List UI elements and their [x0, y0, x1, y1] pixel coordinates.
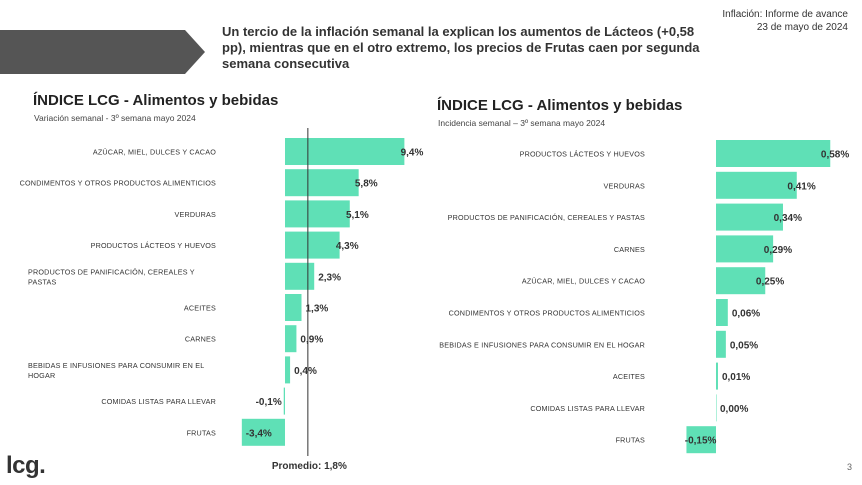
chart-left-subtitle: Variación semanal - 3º semana mayo 2024	[34, 113, 196, 123]
chart-left-value-label: -3,4%	[246, 428, 272, 439]
chart-left-value-label: 4,3%	[336, 241, 359, 252]
chart-right-category-label: VERDURAS	[603, 181, 645, 190]
header-ribbon	[0, 30, 185, 74]
chart-right-category-label: FRUTAS	[616, 436, 645, 445]
chart-right-value-label: -0,15%	[685, 436, 717, 447]
report-date: 23 de mayo de 2024	[756, 22, 848, 33]
chart-left-category-label: CONDIMENTOS Y OTROS PRODUCTOS ALIMENTICI…	[20, 179, 216, 188]
chart-right-value-label: 0,34%	[774, 213, 802, 224]
chart-left-bar	[285, 325, 297, 353]
chart-left-bar	[241, 418, 285, 446]
chart-left-category-label: AZÚCAR, MIEL, DULCES Y CACAO	[93, 148, 216, 157]
chart-left-bar	[285, 356, 291, 384]
chart-left-category-label: VERDURAS	[174, 210, 216, 219]
chart-left-value-label: 5,8%	[355, 179, 378, 190]
chart-left-bar	[285, 200, 350, 228]
chart-left-value-label: -0,1%	[256, 397, 282, 408]
report-info: Inflación: Informe de avance 23 de mayo …	[722, 8, 848, 34]
chart-right-bar	[716, 299, 728, 326]
chart-left-bar	[285, 231, 340, 259]
chart-left-average-label: Promedio: 1,8%	[272, 461, 347, 472]
chart-right-value-label: 0,25%	[756, 277, 784, 288]
chart-right-bar	[716, 203, 783, 231]
header-ribbon-arrow	[185, 30, 205, 74]
lcg-logo: lcg.	[6, 452, 46, 479]
chart-right-bar	[716, 140, 831, 167]
page-number: 3	[846, 462, 852, 472]
chart-left-category-label: PRODUCTOS LÁCTEOS Y HUEVOS	[91, 241, 216, 250]
chart-right-bar	[716, 330, 726, 358]
chart-left-category-label: PRODUCTOS DE PANIFICACIÓN, CEREALES Y PAS…	[28, 267, 195, 286]
chart-right-value-label: 0,29%	[764, 245, 792, 256]
headline: Un tercio de la inflación semanal la exp…	[222, 24, 700, 71]
chart-left-category-label: ACEITES	[184, 304, 216, 313]
chart-left-bar	[283, 387, 285, 415]
chart-right-category-label: PRODUCTOS DE PANIFICACIÓN, CEREALES Y PA…	[448, 213, 645, 222]
chart-right-bar	[716, 235, 774, 263]
chart-right-value-label: 0,05%	[730, 340, 758, 351]
chart-left-category-label: COMIDAS LISTAS PARA LLEVAR	[101, 397, 216, 406]
chart-right-value-label: 0,06%	[732, 309, 760, 320]
chart-right-category-label: CARNES	[614, 245, 645, 254]
chart-right-value-label: 0,58%	[821, 150, 849, 161]
chart-left-bar	[285, 138, 405, 165]
chart-left-value-label: 0,9%	[300, 335, 323, 346]
chart-right-bar	[716, 171, 797, 199]
chart-left-bar	[285, 262, 315, 290]
chart-right-category-label: ACEITES	[613, 372, 645, 381]
chart-left-category-label: CARNES	[185, 335, 216, 344]
chart-right-value-label: 0,00%	[720, 404, 748, 415]
chart-right-category-label: AZÚCAR, MIEL, DULCES Y CACAO	[522, 277, 645, 286]
chart-right-title: ÍNDICE LCG - Alimentos y bebidas	[437, 97, 683, 114]
chart-left-value-label: 1,3%	[306, 304, 329, 315]
chart-right-bar	[716, 362, 718, 390]
chart-right-bar	[686, 426, 716, 454]
chart-right-category-label: BEBIDAS E INFUSIONES PARA CONSUMIR EN EL…	[439, 340, 645, 349]
chart-right-category-label: CONDIMENTOS Y OTROS PRODUCTOS ALIMENTICI…	[449, 309, 645, 318]
chart-left-value-label: 9,4%	[401, 148, 424, 159]
chart-right-category-label: COMIDAS LISTAS PARA LLEVAR	[530, 404, 645, 413]
chart-left-category-label: FRUTAS	[187, 428, 216, 437]
report-title: Inflación: Informe de avance	[722, 9, 848, 20]
chart-left-value-label: 2,3%	[318, 272, 341, 283]
chart-left-bar	[285, 294, 302, 321]
chart-left-value-label: 0,4%	[294, 366, 317, 377]
chart-left-bar	[285, 169, 359, 197]
chart-right-value-label: 0,41%	[787, 181, 815, 192]
chart-right-bar	[716, 394, 717, 422]
chart-left-value-label: 5,1%	[346, 210, 369, 221]
chart-right-bar	[716, 267, 766, 295]
chart-right-subtitle: Incidencia semanal – 3º semana mayo 2024	[438, 118, 606, 128]
chart-left-title: ÍNDICE LCG - Alimentos y bebidas	[33, 92, 279, 109]
chart-right-value-label: 0,01%	[722, 372, 750, 383]
chart-right-category-label: PRODUCTOS LÁCTEOS Y HUEVOS	[520, 150, 645, 159]
chart-left-category-label: BEBIDAS E INFUSIONES PARA CONSUMIR EN EL…	[28, 361, 204, 380]
